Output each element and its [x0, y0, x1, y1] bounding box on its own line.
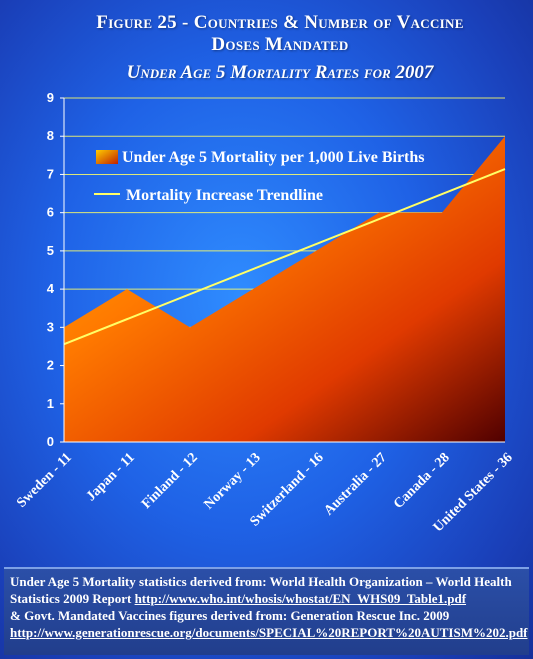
x-tick-label-2: Finland - 12: [139, 450, 201, 512]
x-tick-label-5: Australia - 27: [321, 450, 389, 518]
y-tick-label-0: 0: [47, 434, 54, 449]
y-tick-label-8: 8: [47, 128, 54, 143]
y-tick-label-6: 6: [47, 205, 54, 220]
y-tick-label-3: 3: [47, 319, 54, 334]
legend-label-mortality: Under Age 5 Mortality per 1,000 Live Bir…: [122, 149, 425, 166]
y-tick-label-5: 5: [47, 243, 54, 258]
chart-svg: 0 1 2 3 4 5 6 7 8 9 Sweden - 11 Japan - 11 Finland …: [14, 90, 516, 535]
legend-swatch-mortality: [96, 150, 118, 164]
generation-rescue-link[interactable]: http://www.generationrescue.org/document…: [10, 625, 528, 640]
y-tick-labels: 0 1 2 3 4 5 6 7 8 9: [47, 90, 55, 449]
x-tick-label-0: Sweden - 11: [14, 450, 75, 511]
x-tick-labels: Sweden - 11 Japan - 11 Finland - 12 Norway …: [14, 450, 516, 535]
x-tick-label-1: Japan - 11: [84, 450, 138, 504]
chart-subtitle: Under Age 5 Mortality Rates for 2007: [126, 62, 434, 83]
trend-layer: [63, 168, 506, 346]
y-tick-label-7: 7: [47, 166, 54, 181]
legend: Under Age 5 Mortality per 1,000 Live Bir…: [94, 149, 425, 204]
axes: [60, 97, 505, 443]
y-tick-label-9: 9: [47, 90, 54, 105]
source-line-2: & Govt. Mandated Vaccines figures derive…: [10, 608, 450, 623]
chart-title: Figure 25 - Countries & Number of Vaccin…: [96, 12, 464, 55]
x-tick-label-6: Canada - 28: [391, 450, 453, 512]
source-line-1: Under Age 5 Mortality statistics derived…: [10, 574, 512, 606]
x-tick-label-3: Norway - 13: [202, 450, 264, 512]
source-notes: Under Age 5 Mortality statistics derived…: [4, 567, 529, 655]
legend-label-trendline: Mortality Increase Trendline: [126, 187, 323, 204]
who-report-link[interactable]: http://www.who.int/whosis/whostat/EN_WHS…: [134, 591, 467, 606]
y-tick-label-2: 2: [47, 358, 54, 373]
y-tick-label-4: 4: [47, 281, 55, 296]
trendline: [63, 168, 506, 346]
y-tick-label-1: 1: [47, 396, 54, 411]
